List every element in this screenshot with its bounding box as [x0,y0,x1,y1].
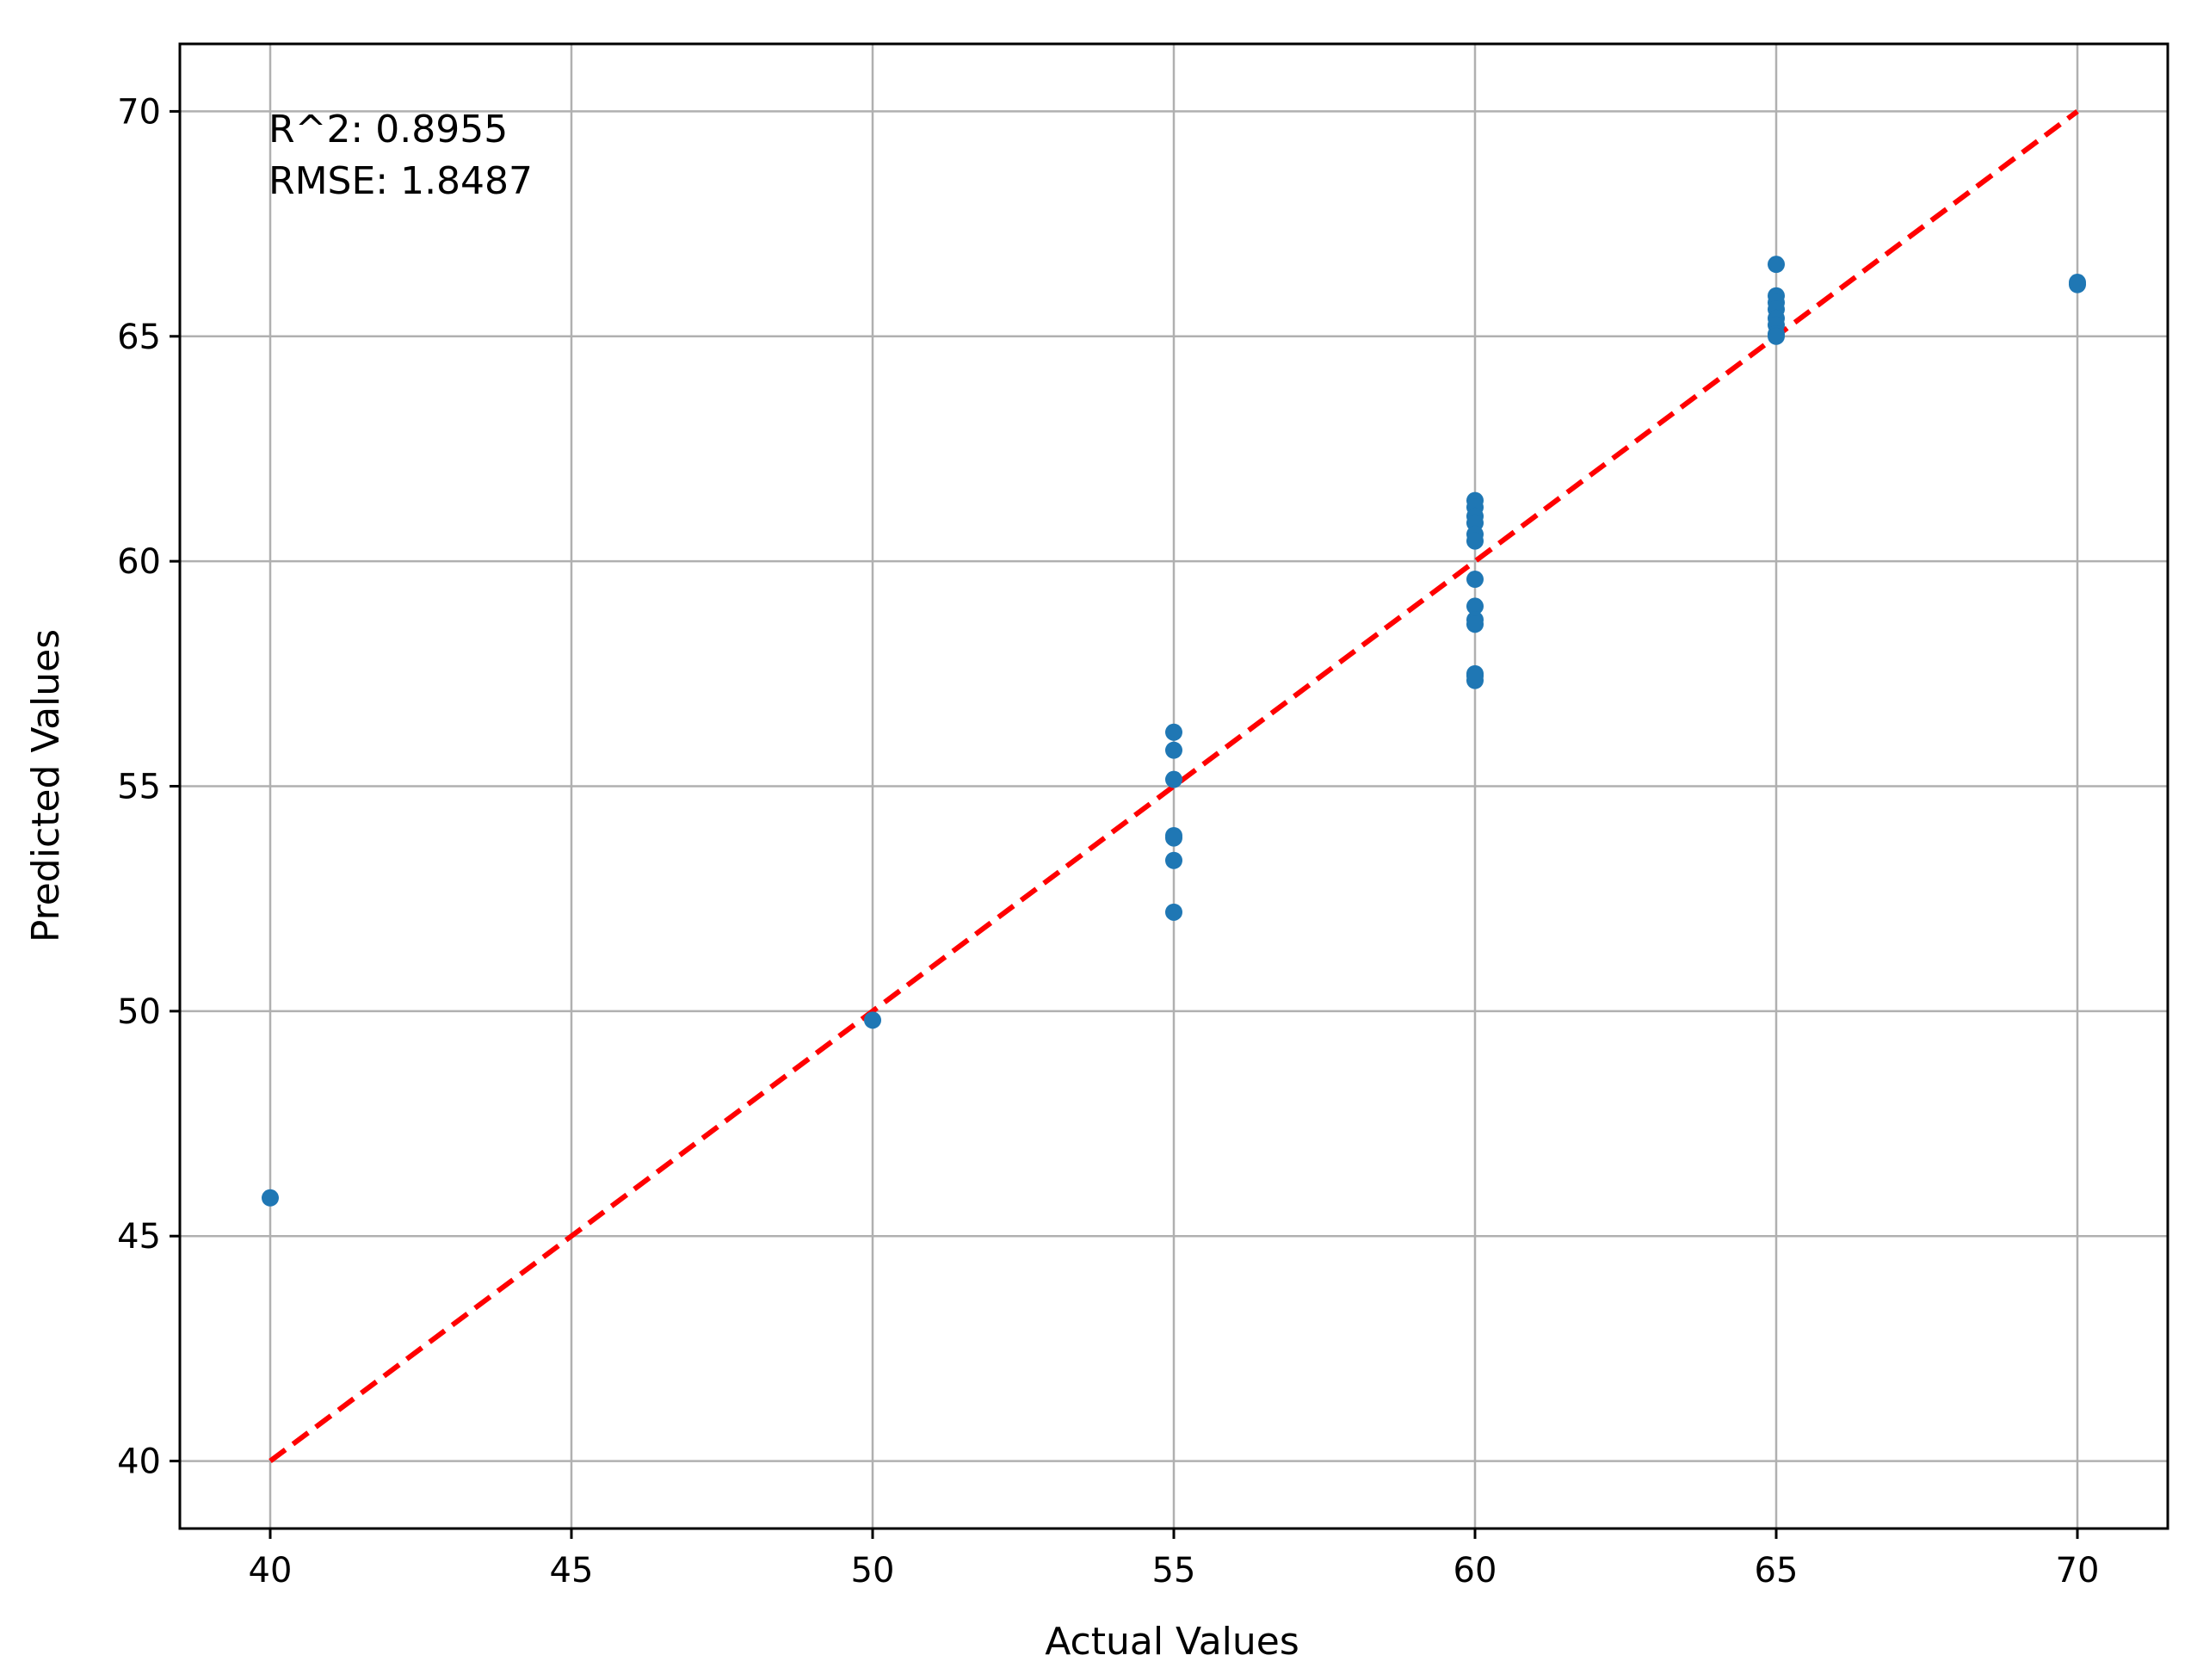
data-point [1466,571,1484,589]
data-point [1165,723,1182,741]
y-axis-label: Predicted Values [24,629,68,942]
y-tick-label: 50 [117,992,161,1032]
y-tick-label: 65 [117,318,161,357]
data-point [1768,327,1785,345]
data-point [1165,829,1182,847]
y-tick-label: 70 [117,92,161,132]
y-tick-label: 60 [117,542,161,582]
data-point [1466,597,1484,615]
y-tick-label: 40 [117,1442,161,1482]
x-tick-label: 40 [249,1551,293,1590]
y-tick-label: 45 [117,1217,161,1257]
y-axis-ticks: 40 45 50 55 60 65 70 [117,92,180,1482]
data-point [1165,903,1182,921]
x-tick-label: 60 [1453,1551,1497,1590]
x-tick-label: 65 [1755,1551,1799,1590]
data-point [1466,667,1484,685]
x-tick-label: 70 [2056,1551,2100,1590]
x-tick-label: 45 [550,1551,594,1590]
data-point [1768,256,1785,274]
data-point [1165,770,1182,788]
r2-annotation: R^2: 0.8955 [268,108,508,151]
data-point [1165,851,1182,869]
x-axis-label: Actual Values [1045,1620,1299,1664]
data-point [2069,274,2086,292]
rmse-annotation: RMSE: 1.8487 [268,159,533,203]
x-tick-label: 50 [851,1551,895,1590]
data-point [1165,741,1182,759]
data-point [864,1011,881,1029]
data-point [1466,615,1484,633]
data-point [262,1189,279,1207]
data-points [262,256,2086,1207]
x-tick-label: 55 [1152,1551,1196,1590]
x-axis-ticks: 40 45 50 55 60 65 70 [249,1529,2100,1590]
data-point [1466,532,1484,550]
y-tick-label: 55 [117,768,161,807]
